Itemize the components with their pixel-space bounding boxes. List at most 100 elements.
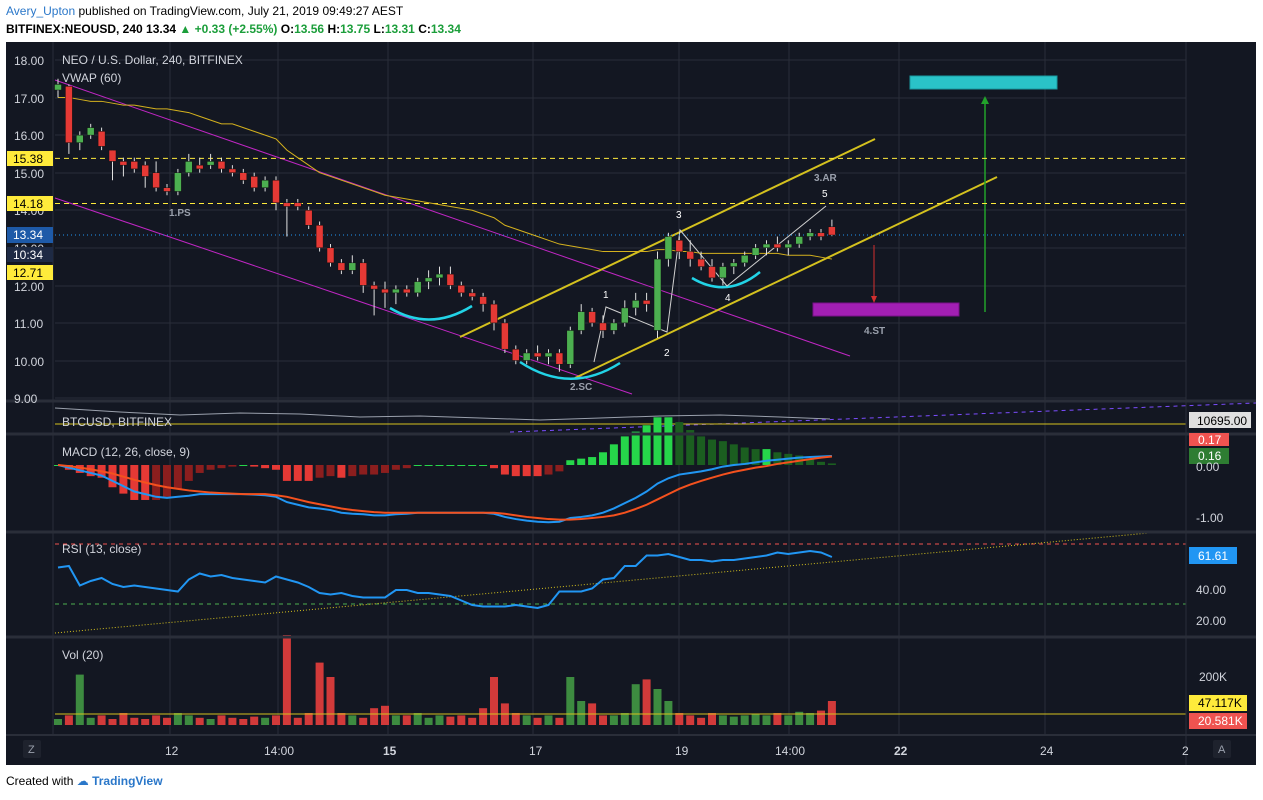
wave-label-3: 3 — [676, 210, 682, 221]
candle-body — [163, 187, 171, 192]
publish-info: Avery_Upton published on TradingView.com… — [6, 4, 403, 18]
indicator-axis[interactable]: 10695.00 0.17 0.16 0.00 -1.00 61.61 40.0… — [1189, 412, 1251, 729]
volume-bar — [806, 713, 815, 725]
volume-bar — [75, 674, 84, 725]
tradingview-brand-link[interactable]: TradingView — [92, 774, 163, 788]
close-value: 13.34 — [430, 22, 461, 36]
target-box-upper[interactable] — [909, 75, 1058, 90]
macd-signal-line[interactable] — [57, 455, 832, 521]
volume-bar — [97, 715, 106, 725]
volume-flag-text: 20.581K — [1198, 714, 1243, 728]
wedge-lower-line[interactable] — [54, 197, 633, 395]
volume-bar — [293, 717, 302, 725]
macd-histogram-bar — [762, 449, 771, 465]
chart-canvas[interactable]: 1.PS 2.SC 3.AR 4.ST 1 2 3 4 5 NEO / U.S.… — [0, 40, 1263, 775]
accumulation-arc-3[interactable] — [691, 271, 761, 289]
price-annotations — [54, 75, 1058, 395]
vwap-line[interactable] — [58, 97, 832, 260]
macd-histogram-bar — [479, 465, 488, 466]
price-pane[interactable]: 1.PS 2.SC 3.AR 4.ST 1 2 3 4 5 NEO / U.S.… — [54, 53, 1187, 395]
candle-body — [424, 277, 433, 282]
auto-scale-button[interactable] — [1213, 740, 1231, 758]
macd-histogram-bar — [446, 465, 455, 466]
axis-tick: 15.00 — [14, 167, 44, 181]
high-label: H: — [327, 22, 341, 36]
time-tick: 15 — [383, 744, 397, 758]
candle-body — [206, 161, 215, 166]
volume-bar — [653, 689, 662, 725]
rsi-pane[interactable]: RSI (13, close) — [54, 531, 1186, 634]
macd-histogram-bar — [86, 465, 95, 477]
volume-bar — [631, 684, 640, 725]
volume-bar — [391, 715, 400, 725]
macd-histogram-bar — [75, 465, 84, 473]
rsi-pane-title: RSI (13, close) — [62, 542, 141, 556]
candle-body — [446, 273, 455, 286]
macd-histogram-bar — [228, 465, 237, 467]
zoom-button[interactable] — [23, 740, 41, 758]
volume-bar — [315, 662, 324, 725]
volume-bar — [261, 717, 270, 725]
author-link[interactable]: Avery_Upton — [6, 4, 76, 18]
volume-bar — [675, 713, 684, 725]
volume-bar — [718, 715, 727, 725]
time-axis[interactable]: Z 12 14:00 15 17 19 14:00 22 24 2 A — [23, 740, 1231, 758]
candle-body — [119, 161, 128, 166]
time-tick: 24 — [1040, 744, 1054, 758]
volume-pane[interactable]: Vol (20) — [54, 635, 1186, 725]
macd-histogram-bar — [631, 431, 640, 465]
macd-histogram-bar — [424, 465, 433, 466]
rsi-line[interactable] — [57, 549, 833, 610]
pane-separators — [6, 42, 1256, 765]
macd-histogram-bar — [108, 465, 117, 488]
candle-body — [468, 292, 476, 297]
volume-bar — [544, 715, 553, 725]
candle-body — [719, 266, 727, 279]
rsi-trend-line[interactable] — [54, 531, 1161, 634]
candle-body — [228, 168, 237, 173]
volume-bar — [664, 701, 673, 725]
candle-body — [784, 243, 793, 249]
candle-body — [370, 285, 378, 290]
volume-bar — [555, 717, 564, 725]
volume-bar — [381, 705, 389, 725]
macd-histogram-bar — [435, 465, 444, 466]
axis-tick: 16.00 — [14, 129, 44, 143]
price-axis[interactable]: 18.00 17.00 16.00 15.00 14.00 13.00 12.0… — [7, 54, 53, 406]
volume-bar — [86, 717, 95, 725]
candle-body — [740, 255, 749, 264]
volume-bar — [272, 715, 280, 725]
candle-body — [675, 240, 684, 252]
candle-body — [348, 262, 357, 271]
macd-histogram-bar — [370, 465, 379, 475]
macd-pane[interactable]: MACD (12, 26, close, 9) — [54, 417, 836, 524]
accumulation-arc-2[interactable] — [519, 360, 621, 380]
macd-flag-green — [1189, 448, 1229, 464]
macd-pane-title: MACD (12, 26, close, 9) — [62, 445, 190, 459]
target-box-lower[interactable] — [812, 302, 960, 317]
macd-histogram-bar — [664, 417, 673, 465]
candle-body — [730, 262, 738, 267]
wave-count-path[interactable] — [593, 205, 827, 363]
macd-histogram-bar — [239, 465, 248, 466]
macd-histogram-bar — [827, 463, 836, 465]
btc-price-line[interactable] — [54, 407, 831, 421]
time-tick: 19 — [675, 744, 689, 758]
candle-body — [457, 285, 466, 294]
btc-pane[interactable]: BTCUSD, BITFINEX — [54, 402, 1257, 433]
time-tick: 12 — [165, 744, 179, 758]
macd-flag-red — [1189, 433, 1229, 446]
volume-bar — [239, 719, 248, 725]
accumulation-arc-1[interactable] — [389, 304, 473, 321]
volume-bar — [708, 713, 716, 725]
channel-lower-line[interactable] — [574, 176, 998, 379]
volume-bar — [206, 719, 215, 725]
chart-background — [6, 42, 1256, 765]
candle-body — [610, 322, 618, 331]
macd-histogram-bar — [272, 465, 280, 470]
price-flag-text: 14.18 — [13, 197, 43, 211]
volume-ma-flag — [1189, 695, 1247, 711]
candle-body — [97, 131, 106, 147]
candle-body — [599, 322, 607, 331]
volume-bar — [620, 713, 629, 725]
